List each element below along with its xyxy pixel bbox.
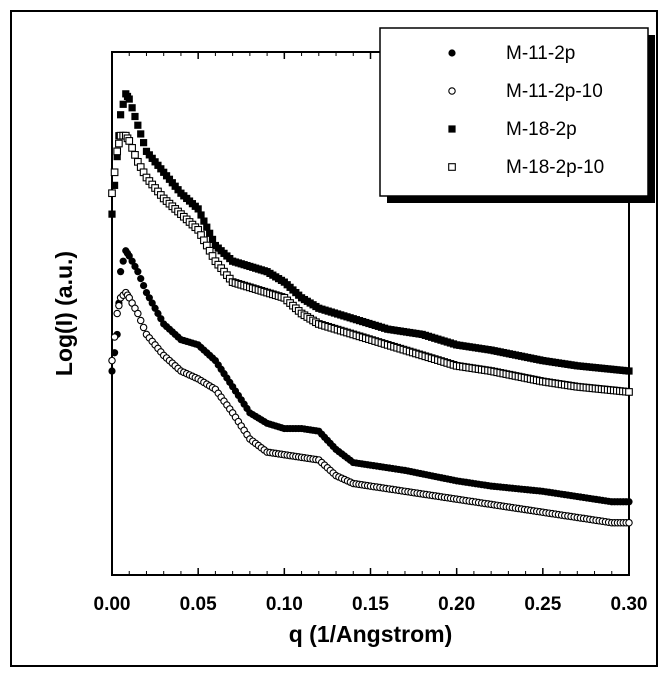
- data-point: [131, 151, 139, 159]
- data-point: [108, 356, 116, 365]
- data-point: [108, 210, 116, 218]
- legend-label: M-18-2p: [506, 119, 577, 140]
- data-point: [137, 130, 145, 138]
- data-point: [139, 282, 148, 290]
- series-M-18-2p: [108, 90, 633, 375]
- data-point: [110, 333, 119, 341]
- data-point: [110, 168, 119, 177]
- legend: M-11-2p M-11-2p-10 M-18-2p M-18-2p-10: [379, 27, 655, 203]
- data-point: [125, 137, 134, 145]
- data-point: [131, 112, 139, 121]
- x-tick-label: 0.00: [94, 594, 131, 615]
- data-point: [125, 95, 133, 103]
- legend-marker: [448, 49, 456, 57]
- data-point: [115, 301, 123, 310]
- data-point: [134, 268, 142, 276]
- data-point: [136, 316, 145, 325]
- data-point: [137, 275, 145, 283]
- data-point: [108, 367, 116, 375]
- data-point: [206, 229, 214, 237]
- x-tick-label: 0.20: [438, 594, 475, 615]
- data-point: [134, 309, 142, 318]
- data-point: [194, 205, 202, 213]
- data-point: [110, 181, 119, 189]
- data-point: [115, 139, 123, 148]
- x-axis-title: q (1/Angstrom): [289, 621, 453, 647]
- data-point: [128, 144, 136, 152]
- data-point: [203, 223, 211, 231]
- data-point: [625, 367, 633, 375]
- data-point: [108, 189, 116, 198]
- data-point: [625, 388, 633, 396]
- data-point: [134, 121, 142, 129]
- x-tick-label: 0.25: [524, 594, 561, 615]
- legend-label: M-11-2p: [506, 43, 575, 64]
- data-point: [117, 111, 125, 119]
- data-point: [197, 211, 205, 219]
- data-point: [200, 217, 208, 225]
- data-point: [625, 498, 633, 506]
- data-point: [119, 257, 127, 265]
- legend-label: M-11-2p-10: [506, 81, 603, 102]
- data-point: [128, 104, 136, 112]
- data-point: [139, 323, 148, 332]
- y-axis-title: Log(I) (a.u.): [51, 251, 77, 376]
- legend-box: [379, 27, 649, 197]
- data-point: [113, 153, 121, 161]
- data-point: [110, 349, 119, 357]
- data-point: [119, 100, 127, 108]
- x-tick-label: 0.15: [352, 594, 389, 615]
- series-M-11-2p: [108, 247, 633, 506]
- data-point: [117, 268, 125, 276]
- data-point: [113, 309, 121, 318]
- figure-frame: 0.00 0.05 0.10 0.15 0.20 0.25 0.30 q (1/Angstr…: [10, 10, 658, 667]
- x-tick-label: 0.05: [180, 594, 217, 615]
- data-point: [139, 139, 148, 147]
- legend-marker: [448, 125, 456, 133]
- series-M-11-2p-10: [108, 288, 633, 527]
- x-axis-ticks: 0.00 0.05 0.10 0.15 0.20 0.25 0.30: [94, 52, 648, 615]
- data-point: [625, 518, 633, 527]
- data-point: [208, 235, 217, 244]
- x-tick-label: 0.30: [611, 594, 648, 615]
- x-tick-label: 0.10: [266, 594, 303, 615]
- series-layer: [108, 90, 633, 527]
- data-point: [113, 147, 122, 156]
- series-M-18-2p-10: [108, 131, 633, 396]
- legend-marker: [448, 87, 456, 95]
- legend-marker: [448, 163, 456, 171]
- chart: 0.00 0.05 0.10 0.15 0.20 0.25 0.30 q (1/Angstr…: [51, 27, 655, 647]
- legend-label: M-18-2p-10: [506, 157, 604, 178]
